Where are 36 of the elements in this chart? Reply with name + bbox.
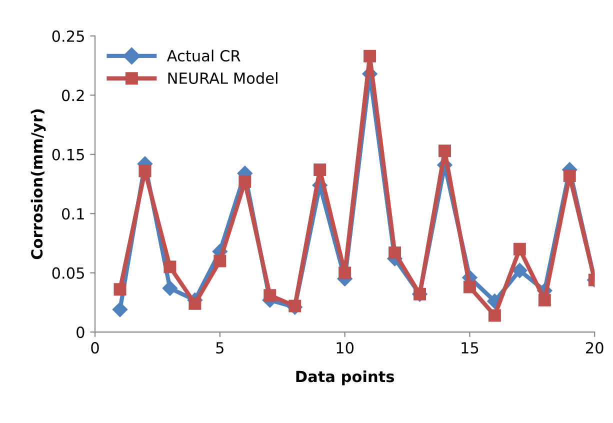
point: [338, 266, 352, 280]
x-tick-label: 10: [336, 342, 354, 354]
x-axis-title: Data points: [296, 370, 394, 386]
y-tick-label: 0.15: [52, 148, 84, 160]
x-tick-label: 20: [586, 342, 604, 354]
point: [364, 50, 376, 62]
point: [264, 289, 276, 302]
point: [438, 144, 451, 158]
y-axis-title: Corrosion(mm/yr): [30, 109, 46, 260]
point: [314, 164, 326, 176]
point: [538, 294, 551, 306]
y-tick-label: 0.2: [62, 90, 84, 102]
point: [188, 297, 202, 310]
x-tick-label: 5: [216, 342, 224, 354]
point: [112, 302, 128, 318]
point: [388, 246, 402, 259]
y-tick-label: 0.05: [52, 267, 84, 279]
y-tick-label: 0: [76, 326, 84, 338]
y-tick-label: 0.1: [62, 208, 84, 220]
point: [162, 280, 178, 296]
x-tick-label: 15: [462, 342, 478, 354]
point: [563, 169, 576, 182]
x-tick-label: 0: [91, 342, 99, 354]
legend-label: Actual CR: [166, 50, 240, 62]
point: [138, 164, 152, 178]
point: [114, 283, 126, 296]
point: [164, 260, 176, 274]
point: [513, 242, 526, 256]
point: [238, 175, 252, 188]
point: [463, 280, 476, 294]
point: [512, 262, 528, 278]
point: [488, 309, 501, 322]
y-tick-label: 0.25: [52, 30, 84, 42]
point: [214, 254, 226, 268]
legend-label: NEURAL Model: [168, 72, 278, 84]
point: [288, 300, 302, 312]
